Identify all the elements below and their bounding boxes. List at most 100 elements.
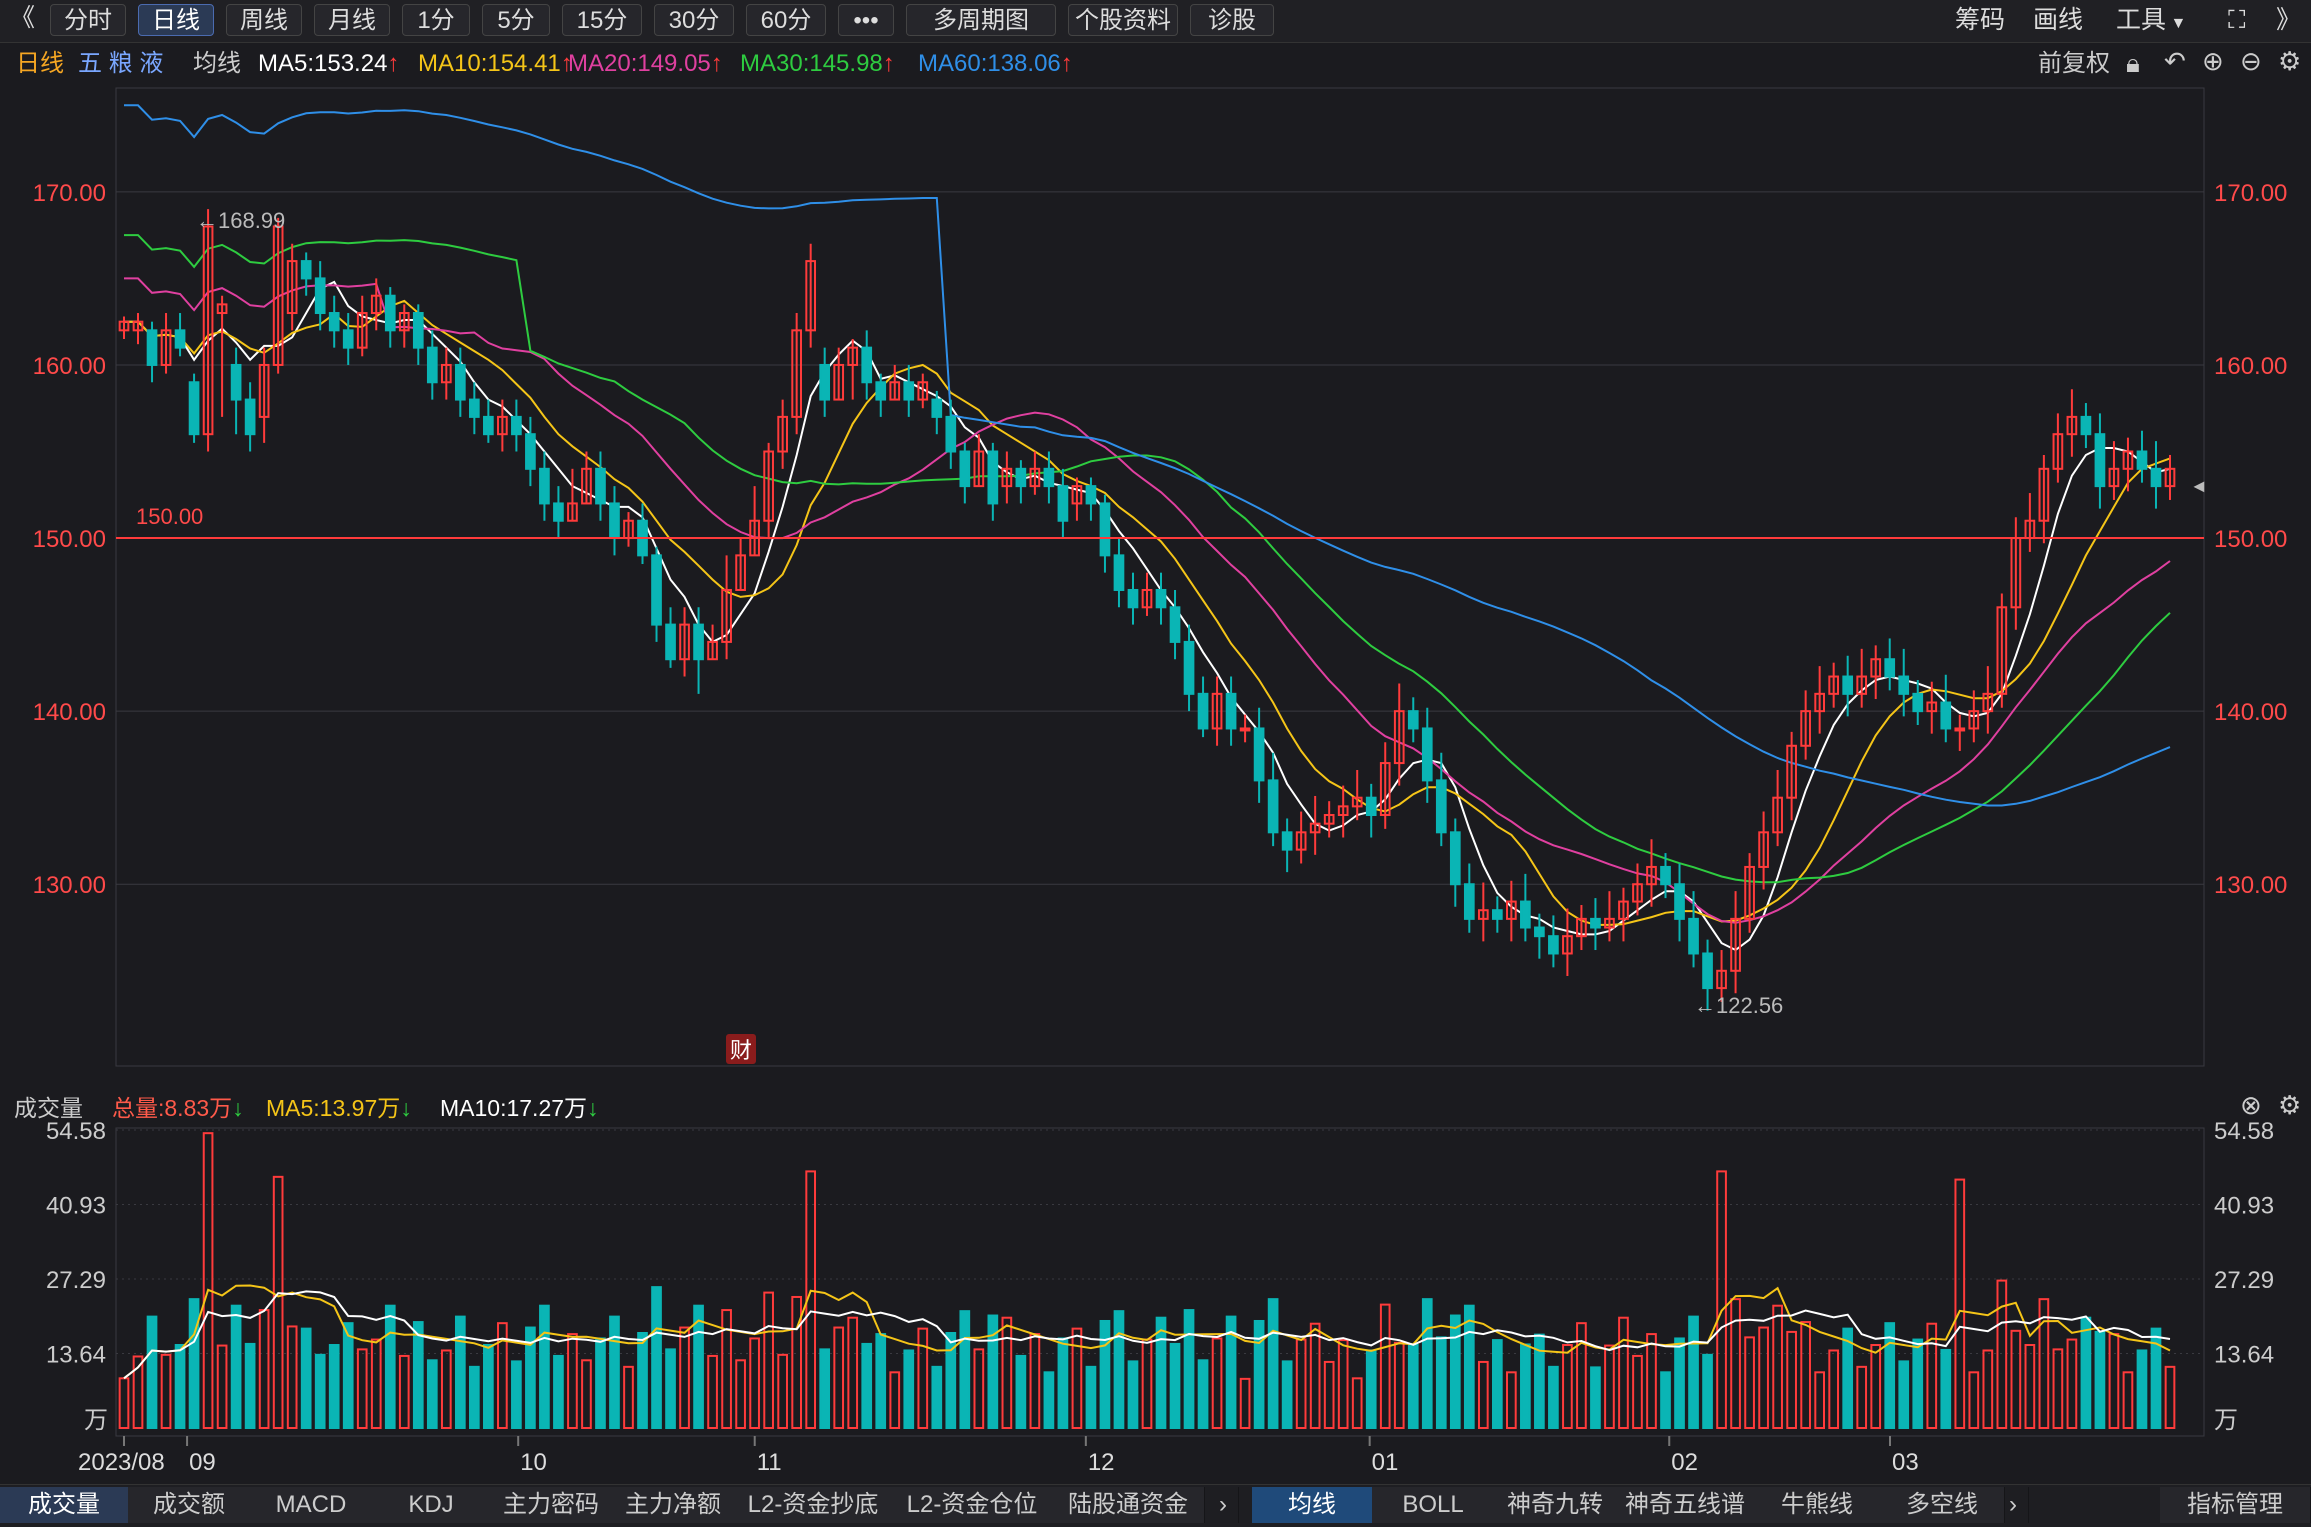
period-tab-9[interactable]: ••• [838,4,894,36]
period-tab-2[interactable]: 周线 [226,4,302,36]
candle-body [567,502,578,522]
period-tab-3[interactable]: 月线 [314,4,390,36]
candle-body [833,363,845,401]
indicator-tab-7[interactable]: L2-资金仓位 [892,1487,1053,1523]
period-tab-4[interactable]: 1分 [402,4,470,36]
period-tab-1[interactable]: 日线 [138,4,214,36]
volume-bar [1744,1336,1755,1430]
volume-bar [1127,1360,1139,1430]
indicator-tab-4[interactable]: 主力密码 [490,1487,613,1523]
volume-bar [2010,1329,2022,1429]
candle-body [1001,467,1013,488]
event-badge-bg [726,1034,756,1064]
volume-bar [1085,1365,1097,1429]
back-button[interactable]: 《 [10,4,36,32]
indicator-tab-5[interactable]: 主力净额 [612,1487,735,1523]
candle-body [805,260,817,332]
candle-body [651,554,662,626]
candle-body [160,329,172,366]
candle-body [1968,710,1980,730]
candle-body [1337,805,1349,817]
zoom-in-icon[interactable]: ⊕ [2202,46,2224,76]
candle-body [1562,935,1573,955]
ma-legend-text: MA60:138.06 [918,50,1061,77]
volume-bar [1337,1339,1349,1429]
volume-bar [1001,1316,1013,1430]
period-tab-7[interactable]: 30分 [654,4,734,36]
volume-bar [1632,1354,1643,1430]
chips-button[interactable]: 筹码 [1955,6,2006,34]
candle-body [202,225,214,436]
candle-body [1618,900,1629,920]
volume-total-text: 总量:8.83万 [112,1095,233,1121]
period-tab-11[interactable]: 个股资料 [1068,4,1178,36]
indicator-tab-3[interactable]: KDJ [372,1487,491,1523]
candle-body [2052,433,2064,470]
volume-bar [1590,1366,1601,1430]
overlay-tab-1[interactable]: BOLL [1372,1487,1495,1523]
volume-bar [1688,1315,1699,1429]
candle-body [1141,588,1153,609]
candle-body [1281,831,1293,851]
candle-body [707,640,718,661]
volume-bar [1491,1339,1503,1429]
ma-legend-text: MA20:149.05 [568,50,711,77]
candle-body [1421,727,1433,782]
indicator-manage-button[interactable]: 指标管理 [2160,1487,2311,1523]
fullscreen-icon[interactable]: ⛶ [2228,6,2246,34]
undo-icon[interactable]: ↶ [2164,46,2186,76]
close-panel-icon[interactable]: ⊗ [2240,1090,2262,1120]
volume-bar [833,1326,845,1430]
candle-body [244,398,256,436]
volume-bar [216,1344,228,1430]
indicator-tab-0[interactable]: 成交量 [0,1487,129,1523]
stock-name[interactable]: 五 粮 液 [78,50,164,77]
adjust-label[interactable]: 前复权 [2038,50,2110,77]
tools-button[interactable]: 工具 ▼ [2116,4,2186,36]
volume-bar [2150,1327,2162,1429]
overlay-tab-0[interactable]: 均线 [1252,1487,1373,1523]
collapse-icon[interactable]: 》 [2276,6,2302,34]
scroll-right-icon[interactable]: › [1208,1487,1239,1523]
volume-bar [931,1365,943,1429]
volume-bar [973,1348,985,1430]
candle-body [454,363,466,401]
candle-body [889,381,901,401]
period-tab-8[interactable]: 60分 [746,4,826,36]
volume-unit-right: 万 [2214,1407,2238,1434]
indicator-tab-2[interactable]: MACD [250,1487,373,1523]
ma-label: 均线 [193,50,241,77]
volume-bar [356,1348,368,1430]
volume-bar [1968,1371,1980,1430]
volume-settings-icon[interactable]: ⚙ [2278,1090,2302,1120]
candle-body [2024,519,2036,540]
candle-body [272,225,284,366]
volume-bar [693,1304,704,1429]
candle-body [1814,692,1826,713]
period-tab-5[interactable]: 5分 [482,4,550,36]
volume-bar [1730,1298,1741,1430]
scroll-right-icon-2[interactable]: › [1998,1487,2029,1523]
indicator-tab-6[interactable]: L2-资金抄底 [734,1487,893,1523]
period-tab-6[interactable]: 15分 [562,4,642,36]
zoom-out-icon[interactable]: ⊖ [2240,46,2262,76]
period-tab-0[interactable]: 分时 [50,4,126,36]
period-tab-12[interactable]: 诊股 [1190,4,1274,36]
overlay-tab-2[interactable]: 神奇九转 [1494,1487,1617,1523]
overlay-tab-5[interactable]: 多空线 [1880,1487,2005,1523]
lock-icon[interactable]: 🔒︎ [2126,48,2140,78]
candle-body [1071,485,1083,505]
draw-button[interactable]: 画线 [2033,6,2084,34]
overlay-tab-3[interactable]: 神奇五线谱 [1616,1487,1755,1523]
candle-body [679,623,690,661]
indicator-tab-8[interactable]: 陆股通资金 [1052,1487,1205,1523]
volume-bar [2038,1298,2050,1430]
volume-bar [1225,1315,1237,1429]
indicator-tab-1[interactable]: 成交额 [128,1487,251,1523]
period-tab-10[interactable]: 多周期图 [906,4,1056,36]
ma5-line [124,280,2171,952]
volume-bar [2164,1365,2176,1429]
overlay-tab-4[interactable]: 牛熊线 [1754,1487,1881,1523]
settings-icon[interactable]: ⚙ [2278,46,2302,76]
